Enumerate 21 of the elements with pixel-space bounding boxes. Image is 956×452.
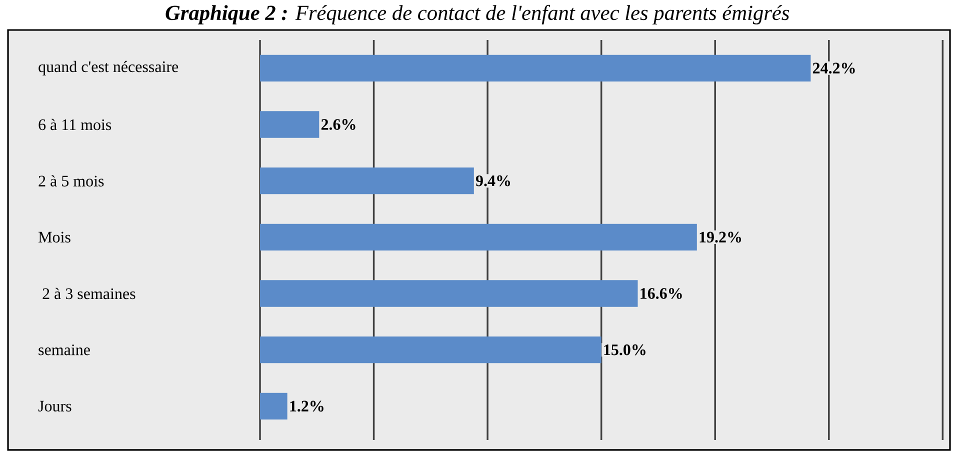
bar	[260, 111, 320, 138]
y-tick-label: Jours	[38, 400, 72, 412]
data-label: 19.2%	[700, 232, 741, 243]
y-tick-label: semaine	[38, 344, 90, 356]
bar	[260, 392, 288, 420]
data-label: 15.0%	[604, 344, 646, 356]
data-label: 24.2%	[812, 62, 855, 74]
data-label: 16.6%	[640, 288, 682, 299]
chart-title: Graphique 2 : Fréquence de contact de l'enfant avec les parents émigrés	[166, 4, 790, 24]
data-label: 1.2%	[290, 400, 324, 412]
data-label: 2.6%	[321, 119, 356, 130]
data-label: 9.4%	[476, 175, 510, 186]
y-tick-label: 2 à 3 semaines	[42, 288, 136, 300]
bar	[260, 168, 474, 194]
y-tick-label: 2 à 5 mois	[38, 175, 104, 186]
bar	[260, 336, 602, 364]
y-tick-label: Mois	[38, 232, 70, 243]
bar	[260, 54, 811, 82]
y-tick-label: 6 à 11 mois	[38, 118, 112, 130]
bar	[260, 224, 697, 251]
y-tick-label: quand c'est nécessaire	[38, 60, 178, 76]
